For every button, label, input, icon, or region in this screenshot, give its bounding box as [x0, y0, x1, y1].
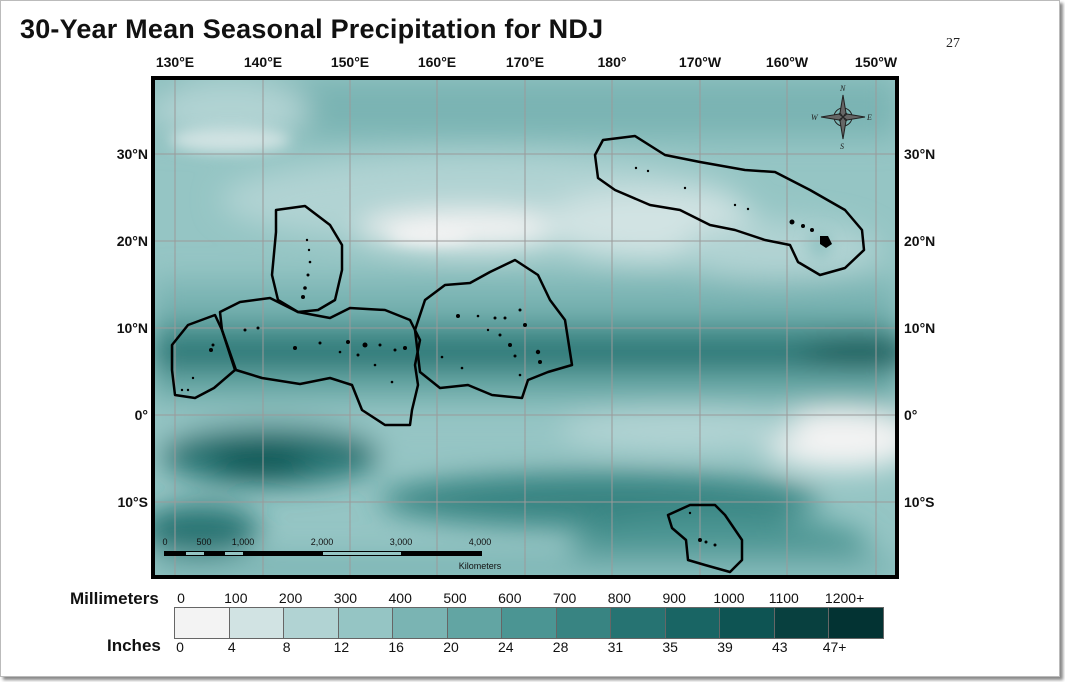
- longitude-label: 170°W: [678, 54, 722, 70]
- region-outline-hawaii: [593, 134, 866, 277]
- legend-mm-label: Millimeters: [70, 589, 159, 608]
- latitude-label-left: 0°: [134, 407, 148, 423]
- legend-inch-tick: 20: [443, 639, 459, 655]
- legend-mm-tick: 1200+: [824, 590, 865, 606]
- islands: [180, 166, 832, 547]
- svg-text:S: S: [840, 142, 844, 151]
- legend-swatch: [229, 608, 284, 638]
- longitude-label: 150°W: [854, 54, 898, 70]
- scale-tick: 500: [196, 537, 212, 547]
- legend-mm-tick: 700: [552, 590, 577, 606]
- latitude-label-right: 0°: [904, 407, 918, 423]
- legend-mm-tick: 300: [333, 590, 358, 606]
- legend-mm-tick: 0: [177, 590, 185, 606]
- scale-tick: 1,000: [231, 537, 255, 547]
- legend-mm-tick: 400: [388, 590, 412, 606]
- legend-mm-tick: 900: [662, 590, 686, 606]
- scale-tick: 2,000: [310, 537, 334, 547]
- page-title: 30-Year Mean Seasonal Precipitation for …: [20, 14, 604, 44]
- region-outline-fsm: [218, 296, 422, 427]
- legend-mm-tick: 1000: [713, 590, 745, 606]
- svg-text:W: W: [811, 113, 819, 122]
- legend-inch-tick: 8: [282, 639, 291, 655]
- legend-mm-tick: 500: [443, 590, 467, 606]
- longitude-label: 180°: [597, 54, 627, 70]
- region-outline-mariana: [270, 204, 344, 314]
- legend-inch-tick: 47+: [822, 639, 847, 655]
- longitude-label: 160°W: [765, 54, 809, 70]
- legend-swatch: [774, 608, 829, 638]
- legend-mm-tick: 600: [498, 590, 522, 606]
- longitude-label: 130°E: [155, 54, 195, 70]
- legend-inch-tick: 31: [607, 639, 624, 655]
- legend-inches-label: Inches: [107, 636, 161, 655]
- legend-mm-tick: 200: [278, 590, 303, 606]
- legend-inch-tick: 12: [333, 639, 350, 655]
- legend-swatch: [829, 608, 883, 638]
- legend-inch-tick: 24: [498, 639, 514, 655]
- legend-mm-tick: 1100: [768, 590, 799, 606]
- latitude-label-left: 20°N: [116, 233, 148, 249]
- scale-tick: 3,000: [389, 537, 413, 547]
- latitude-label-right: 10°N: [904, 320, 936, 336]
- legend-swatch: [447, 608, 502, 638]
- legend-swatch: [720, 608, 775, 638]
- legend-inch-tick: 35: [662, 639, 678, 655]
- legend-swatch: [338, 608, 393, 638]
- latitude-label-right: 30°N: [904, 146, 936, 162]
- page-number: 27: [946, 36, 960, 51]
- legend-swatch: [175, 608, 230, 638]
- region-outline-marshall: [413, 258, 574, 400]
- legend-inch-tick: 43: [772, 639, 788, 655]
- compass-rose-icon: N E S W: [811, 84, 872, 151]
- precipitation-map: N E S W: [151, 76, 899, 579]
- region-outline-palau: [170, 313, 237, 400]
- legend-color-scale: [174, 607, 884, 639]
- legend-swatch: [611, 608, 666, 638]
- legend-inch-tick: 0: [176, 639, 184, 655]
- longitude-label: 140°E: [243, 54, 283, 70]
- legend-inch-tick: 28: [552, 639, 569, 655]
- region-outline-samoa: [666, 503, 744, 574]
- legend-swatch: [556, 608, 611, 638]
- longitude-label: 170°E: [505, 54, 545, 70]
- latitude-label-left: 10°S: [117, 494, 148, 510]
- svg-text:E: E: [866, 113, 872, 122]
- legend-swatch: [665, 608, 720, 638]
- legend-mm-tick: 800: [607, 590, 632, 606]
- legend-inch-tick: 16: [388, 639, 404, 655]
- scale-tick: 4,000: [468, 537, 492, 547]
- scale-tick: 0: [162, 537, 168, 547]
- longitude-label: 160°E: [417, 54, 457, 70]
- legend-swatch: [502, 608, 557, 638]
- legend-inch-tick: 4: [227, 639, 236, 655]
- latitude-label-left: 10°N: [116, 320, 148, 336]
- latitude-label-right: 10°S: [904, 494, 935, 510]
- legend-swatch: [284, 608, 339, 638]
- latitude-label-right: 20°N: [904, 233, 936, 249]
- legend-swatch: [393, 608, 448, 638]
- svg-text:N: N: [839, 84, 846, 93]
- scale-bar: [164, 551, 482, 556]
- longitude-label: 150°E: [330, 54, 370, 70]
- legend-inch-tick: 39: [717, 639, 733, 655]
- scale-unit: Kilometers: [458, 561, 502, 571]
- legend-mm-tick: 100: [224, 590, 248, 606]
- latitude-label-left: 30°N: [116, 146, 148, 162]
